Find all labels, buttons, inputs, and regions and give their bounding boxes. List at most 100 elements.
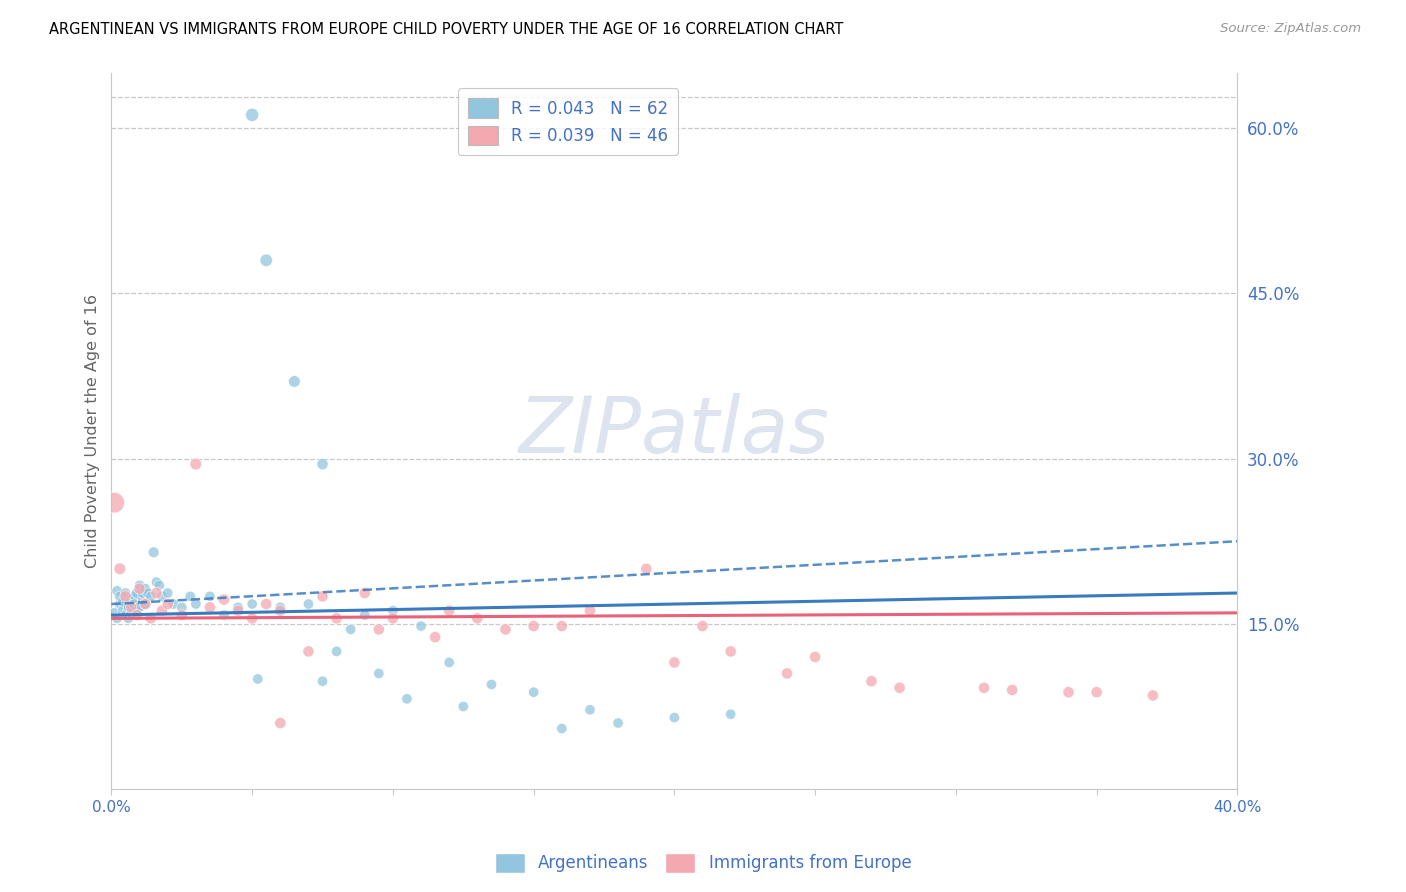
Point (325, 611, 347, 625)
Point (108, 597, 131, 611)
Point (156, 597, 179, 611)
Point (103, 496, 125, 510)
Point (145, 586, 167, 600)
Point (311, 674, 333, 689)
Point (145, 574, 167, 589)
Point (162, 597, 184, 611)
Point (139, 611, 162, 625)
Point (111, 604, 134, 618)
Legend: R = 0.043   N = 62, R = 0.039   N = 46: R = 0.043 N = 62, R = 0.039 N = 46 (457, 88, 678, 155)
Point (664, 710, 686, 724)
Text: ARGENTINEAN VS IMMIGRANTS FROM EUROPE CHILD POVERTY UNDER THE AGE OF 16 CORRELAT: ARGENTINEAN VS IMMIGRANTS FROM EUROPE CH… (49, 22, 844, 37)
Y-axis label: Child Poverty Under the Age of 16: Child Poverty Under the Age of 16 (86, 294, 100, 568)
Point (579, 703, 602, 717)
Point (122, 590, 145, 604)
Point (523, 685, 546, 699)
Point (120, 600, 142, 615)
Point (467, 611, 489, 625)
Point (111, 595, 134, 609)
Point (184, 597, 207, 611)
Point (156, 586, 179, 600)
Point (720, 707, 742, 722)
Point (134, 597, 156, 611)
Point (481, 677, 503, 691)
Point (269, 716, 291, 731)
Point (108, 562, 131, 576)
Point (437, 604, 460, 618)
Point (131, 586, 153, 600)
Point (297, 597, 319, 611)
Point (607, 716, 630, 731)
Point (139, 590, 162, 604)
Point (437, 656, 460, 670)
Point (973, 681, 995, 695)
Point (240, 611, 263, 625)
Point (495, 623, 517, 637)
Point (409, 619, 432, 633)
Point (150, 590, 173, 604)
Point (523, 619, 546, 633)
Point (128, 582, 150, 596)
Point (125, 608, 148, 623)
Point (860, 674, 883, 689)
Point (170, 608, 193, 623)
Point (125, 586, 148, 600)
Point (453, 699, 475, 714)
Point (117, 611, 139, 625)
Point (367, 666, 389, 681)
Point (198, 600, 221, 615)
Point (108, 590, 131, 604)
Point (179, 590, 201, 604)
Point (184, 457, 207, 471)
Point (128, 600, 150, 615)
Point (120, 606, 142, 620)
Point (1085, 685, 1108, 699)
Point (150, 604, 173, 618)
Point (395, 691, 418, 706)
Point (254, 597, 277, 611)
Point (325, 644, 347, 658)
Point (122, 597, 145, 611)
Point (367, 623, 389, 637)
Point (664, 656, 686, 670)
Point (804, 649, 827, 664)
Point (105, 611, 128, 625)
Point (131, 592, 153, 607)
Point (212, 608, 235, 623)
Point (114, 586, 136, 600)
Point (1142, 689, 1164, 703)
Point (423, 630, 446, 644)
Point (1057, 685, 1080, 699)
Point (776, 666, 799, 681)
Point (889, 681, 911, 695)
Point (117, 600, 139, 615)
Point (297, 644, 319, 658)
Point (114, 608, 136, 623)
Point (240, 597, 263, 611)
Point (720, 644, 742, 658)
Point (311, 590, 333, 604)
Point (1001, 683, 1024, 698)
Text: ZIPatlas: ZIPatlas (519, 393, 830, 469)
Point (311, 457, 333, 471)
Point (142, 545, 165, 559)
Point (128, 578, 150, 592)
Point (692, 619, 714, 633)
Point (551, 619, 574, 633)
Point (103, 606, 125, 620)
Point (551, 722, 574, 736)
Point (170, 600, 193, 615)
Point (269, 604, 291, 618)
Point (269, 600, 291, 615)
Point (212, 592, 235, 607)
Point (381, 604, 404, 618)
Point (134, 597, 156, 611)
Point (134, 582, 156, 596)
Point (114, 590, 136, 604)
Point (339, 623, 361, 637)
Point (125, 604, 148, 618)
Legend: Argentineans, Immigrants from Europe: Argentineans, Immigrants from Europe (488, 847, 918, 880)
Point (136, 586, 159, 600)
Point (226, 604, 249, 618)
Point (579, 604, 602, 618)
